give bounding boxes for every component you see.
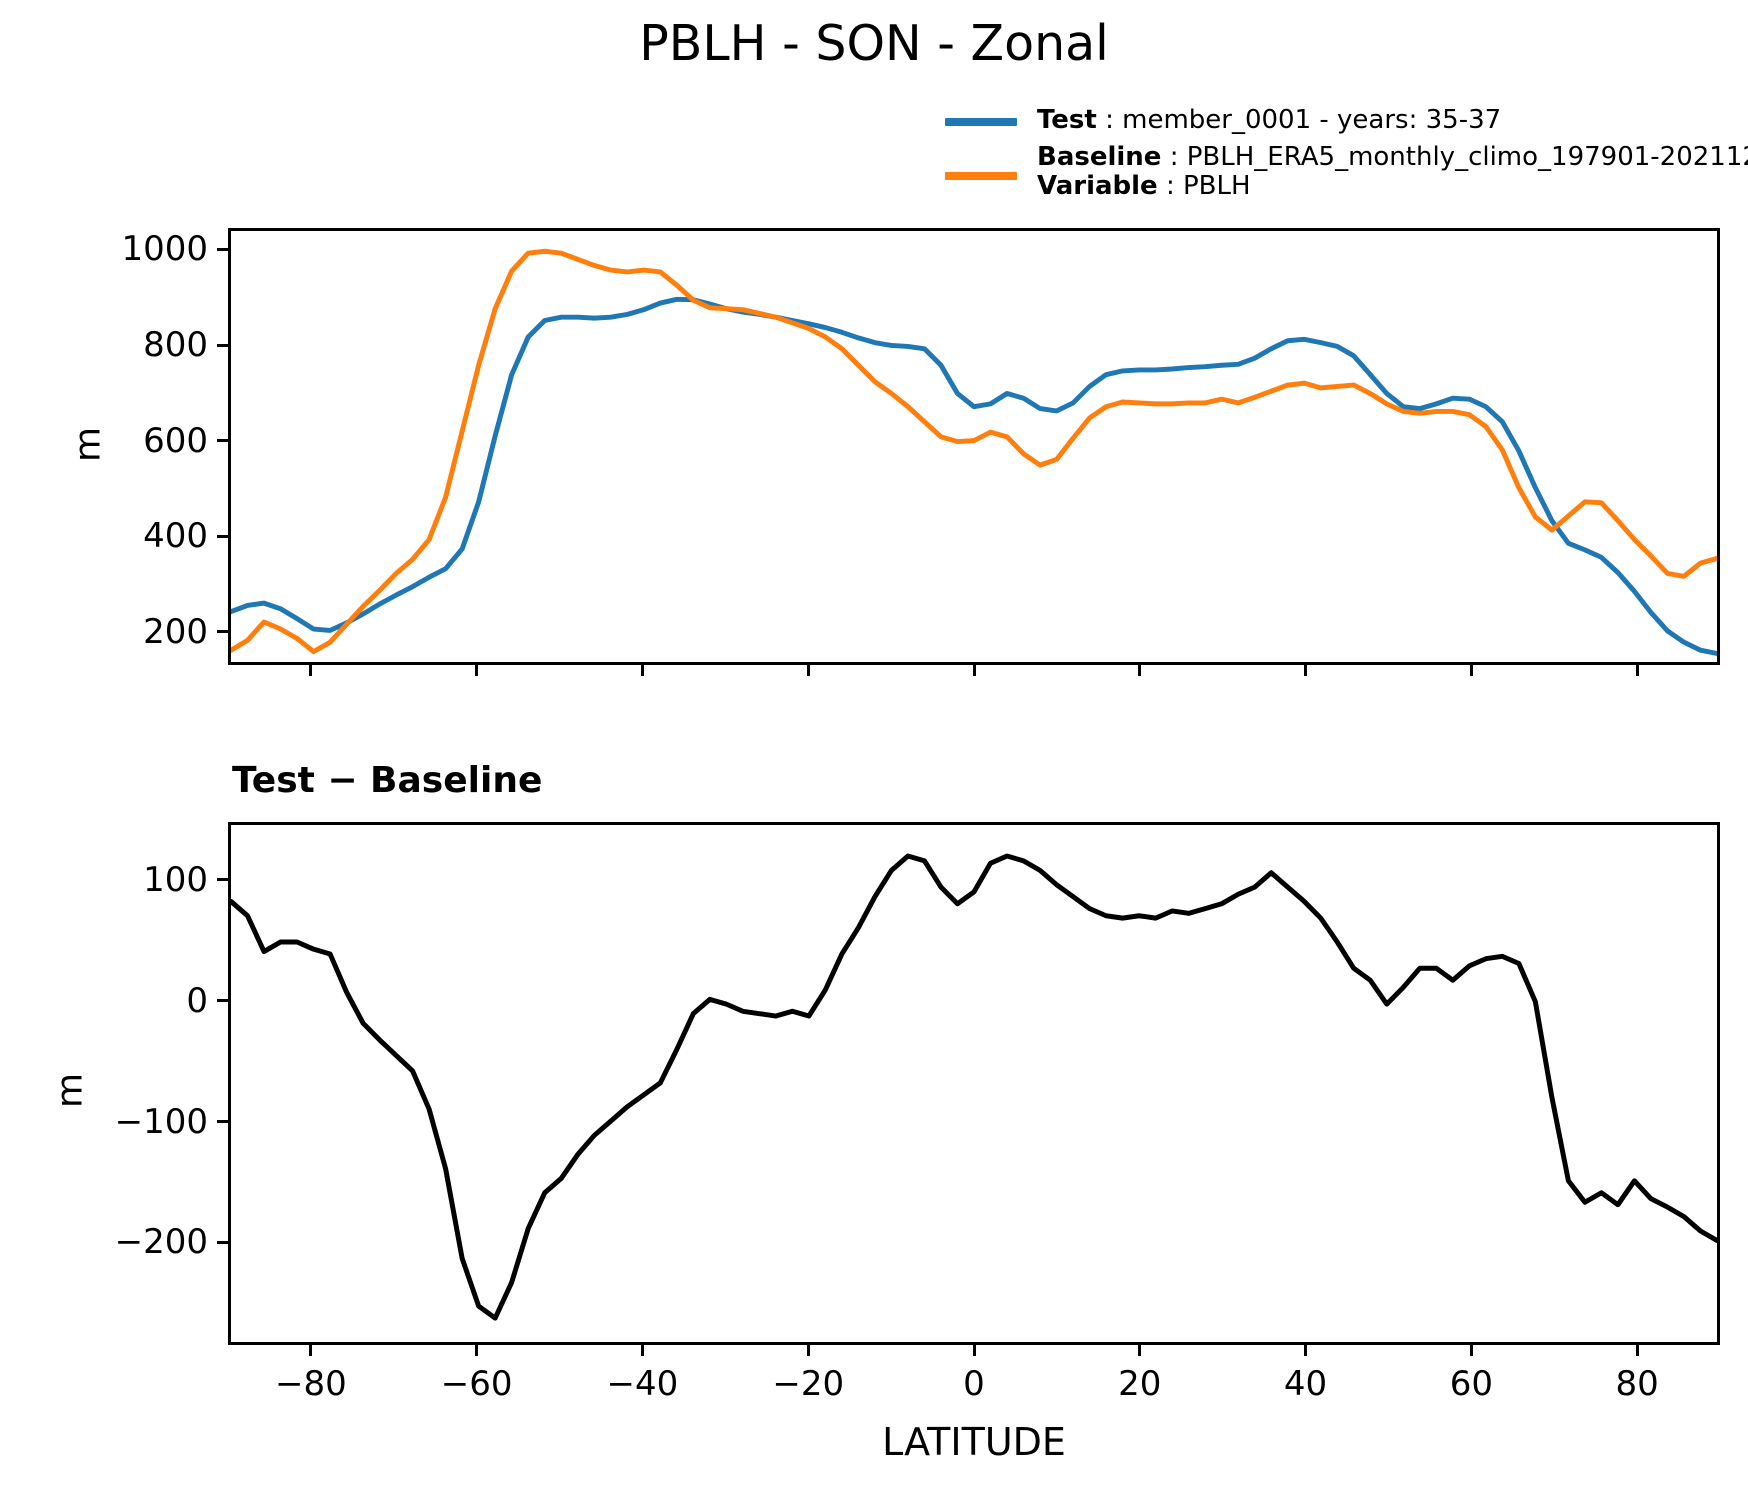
- legend-swatch-test: [945, 118, 1017, 126]
- xtick-mark: [1469, 1345, 1473, 1356]
- xtick-label: −60: [440, 1364, 513, 1404]
- bottom-ytick-mark: [217, 878, 228, 882]
- legend-separator-baseline: :: [1161, 142, 1187, 172]
- legend-separator-variable: :: [1157, 171, 1183, 201]
- legend-swatch-baseline: [945, 172, 1017, 180]
- top-xtick-mark: [640, 665, 644, 676]
- difference-panel-axes: [228, 822, 1720, 1345]
- top-xtick-mark: [1138, 665, 1142, 676]
- legend-row-baseline: Baseline : PBLH_ERA5_monthly_climo_19790…: [945, 139, 1748, 180]
- xtick-label: 80: [1615, 1364, 1659, 1404]
- top-xtick-mark: [309, 665, 313, 676]
- top-xtick-mark: [1635, 665, 1639, 676]
- legend-row-variable: Variable : PBLH: [945, 171, 1745, 213]
- top-ytick-label: 1000: [121, 229, 208, 270]
- xaxis-label: LATITUDE: [882, 1420, 1066, 1464]
- xtick-mark: [640, 1345, 644, 1356]
- legend: Test : member_0001 - years: 35-37 Baseli…: [945, 102, 1748, 213]
- series-line: [231, 248, 1717, 655]
- legend-row-test: Test : member_0001 - years: 35-37: [945, 102, 1745, 139]
- xtick-label: 0: [963, 1364, 985, 1404]
- top-ytick-mark: [217, 247, 228, 251]
- legend-label-variable: Variable : PBLH: [1037, 168, 1251, 205]
- xtick-label: −20: [772, 1364, 845, 1404]
- top-ytick-mark: [217, 534, 228, 538]
- legend-value-test: member_0001 - years: 35-37: [1122, 105, 1502, 135]
- bottom-ytick-mark: [217, 1240, 228, 1244]
- top-xtick-mark: [806, 665, 810, 676]
- top-panel-plot-area: [231, 248, 1717, 656]
- bottom-ytick-mark: [217, 999, 228, 1003]
- difference-panel-plot-area: [231, 853, 1717, 1321]
- series-line: [231, 853, 1717, 1321]
- xtick-label: −40: [606, 1364, 679, 1404]
- top-ytick-mark: [217, 630, 228, 634]
- xtick-mark: [309, 1345, 313, 1356]
- xtick-mark: [1304, 1345, 1308, 1356]
- legend-key-baseline: Baseline: [1037, 142, 1162, 172]
- legend-label-baseline: Baseline : PBLH_ERA5_monthly_climo_19790…: [1037, 139, 1748, 176]
- legend-value-variable: PBLH: [1182, 171, 1251, 201]
- top-ytick-label: 400: [143, 516, 208, 557]
- top-xtick-mark: [475, 665, 479, 676]
- figure-title: PBLH - SON - Zonal: [639, 15, 1109, 72]
- legend-label-test: Test : member_0001 - years: 35-37: [1037, 102, 1501, 139]
- bottom-ytick-label: 100: [143, 859, 208, 900]
- bottom-ytick-label: −200: [114, 1222, 208, 1263]
- xtick-mark: [806, 1345, 810, 1356]
- legend-key-variable: Variable: [1037, 171, 1158, 201]
- top-panel-axes: [228, 228, 1720, 665]
- bottom-ytick-mark: [217, 1120, 228, 1124]
- xtick-label: 40: [1283, 1364, 1328, 1404]
- xtick-mark: [1138, 1345, 1142, 1356]
- xtick-label: −80: [274, 1364, 347, 1404]
- series-line: [231, 296, 1717, 656]
- legend-value-baseline: PBLH_ERA5_monthly_climo_197901-202112: [1186, 142, 1748, 172]
- top-xtick-mark: [1304, 665, 1308, 676]
- xtick-label: 20: [1118, 1364, 1162, 1404]
- top-ytick-mark: [217, 439, 228, 443]
- top-ytick-label: 800: [143, 325, 208, 365]
- xtick-mark: [972, 1345, 976, 1356]
- top-ytick-label: 200: [143, 611, 208, 652]
- legend-key-test: Test: [1037, 105, 1097, 135]
- difference-panel-title: Test − Baseline: [232, 760, 543, 801]
- top-ytick-mark: [217, 343, 228, 347]
- top-ytick-label: 600: [143, 420, 208, 461]
- xtick-mark: [475, 1345, 479, 1356]
- top-xtick-mark: [972, 665, 976, 676]
- legend-separator-test: :: [1096, 105, 1123, 135]
- xtick-mark: [1635, 1345, 1639, 1356]
- bottom-ytick-label: 0: [186, 980, 208, 1021]
- top-xtick-mark: [1469, 665, 1473, 676]
- xtick-label: 60: [1449, 1364, 1493, 1404]
- bottom-ytick-label: −100: [114, 1101, 208, 1142]
